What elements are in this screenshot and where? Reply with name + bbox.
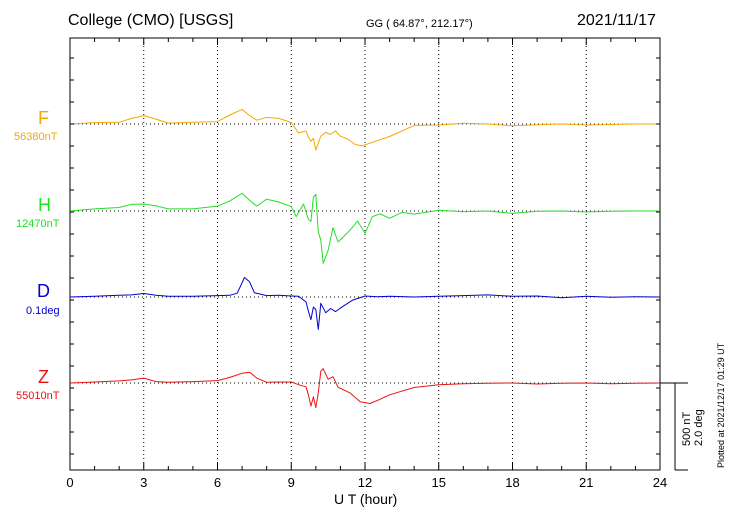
baseline-label-d: 0.1deg — [26, 305, 60, 317]
scale-label-nt: 500 nT — [681, 411, 693, 446]
series-line-d — [69, 277, 661, 330]
scale-label-deg: 2.0 deg — [693, 409, 705, 446]
x-tick-label: 12 — [357, 475, 373, 490]
baseline-label-z: 55010nT — [16, 390, 60, 402]
grid-lines — [143, 38, 587, 470]
scale-bar — [660, 382, 688, 471]
x-axis-label: U T (hour) — [334, 491, 398, 507]
series-line-f — [69, 108, 660, 151]
baseline-label-f: 56380nT — [14, 131, 58, 143]
x-tick-label: 18 — [505, 475, 520, 490]
station-title: College (CMO) [USGS] — [68, 12, 234, 29]
x-tick-label: 24 — [652, 475, 668, 490]
plotted-footnote: Plotted at 2021/12/17 01:29 UT — [716, 342, 726, 468]
date-label: 2021/11/17 — [577, 12, 656, 29]
tick-marks — [69, 38, 661, 470]
x-tick-label: 3 — [140, 475, 148, 490]
x-tick-label: 21 — [579, 475, 594, 490]
x-tick-label: 9 — [287, 475, 295, 490]
series-label-z: Z — [38, 367, 49, 387]
x-tick-label: 6 — [213, 475, 222, 490]
series-line-z — [69, 368, 661, 409]
series-line-h — [69, 192, 660, 264]
data-traces — [69, 108, 661, 409]
series-label-f: F — [38, 108, 49, 128]
baseline-label-h: 12470nT — [16, 218, 60, 230]
series-label-h: H — [38, 195, 51, 215]
series-label-d: D — [37, 281, 50, 301]
x-tick-label: 15 — [431, 475, 446, 490]
x-tick-label: 0 — [66, 475, 74, 490]
coordinates-label: GG ( 64.87°, 212.17°) — [366, 18, 473, 30]
